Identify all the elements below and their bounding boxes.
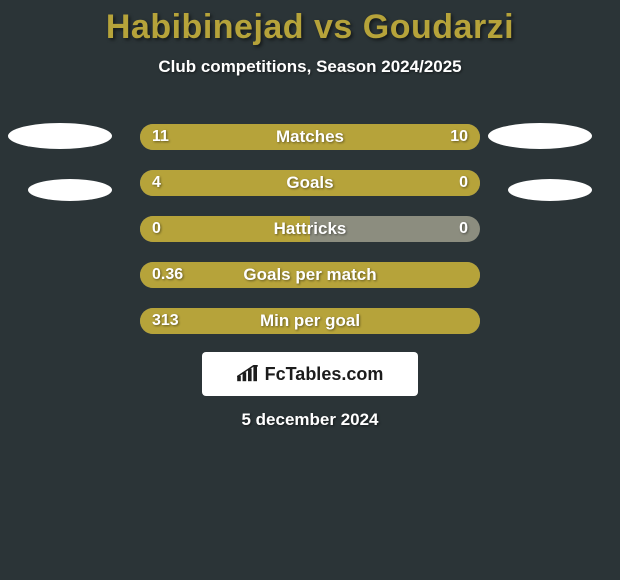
stat-row: 313Min per goal	[0, 308, 620, 336]
stat-row: 00Hattricks	[0, 216, 620, 244]
page: Habibinejad vs Goudarzi Club competition…	[0, 0, 620, 580]
bar-chart-icon	[237, 365, 259, 383]
stat-row: 0.36Goals per match	[0, 262, 620, 290]
stat-label: Goals	[140, 170, 480, 196]
decorative-ellipse	[508, 179, 592, 201]
stat-label: Matches	[140, 124, 480, 150]
logo-text: FcTables.com	[265, 364, 384, 385]
logo: FcTables.com	[202, 352, 418, 396]
decorative-ellipse	[8, 123, 112, 149]
stat-label: Hattricks	[140, 216, 480, 242]
decorative-ellipse	[488, 123, 592, 149]
page-title: Habibinejad vs Goudarzi	[0, 8, 620, 47]
date: 5 december 2024	[0, 410, 620, 430]
stat-label: Goals per match	[140, 262, 480, 288]
page-subtitle: Club competitions, Season 2024/2025	[0, 57, 620, 77]
decorative-ellipse	[28, 179, 112, 201]
stat-label: Min per goal	[140, 308, 480, 334]
